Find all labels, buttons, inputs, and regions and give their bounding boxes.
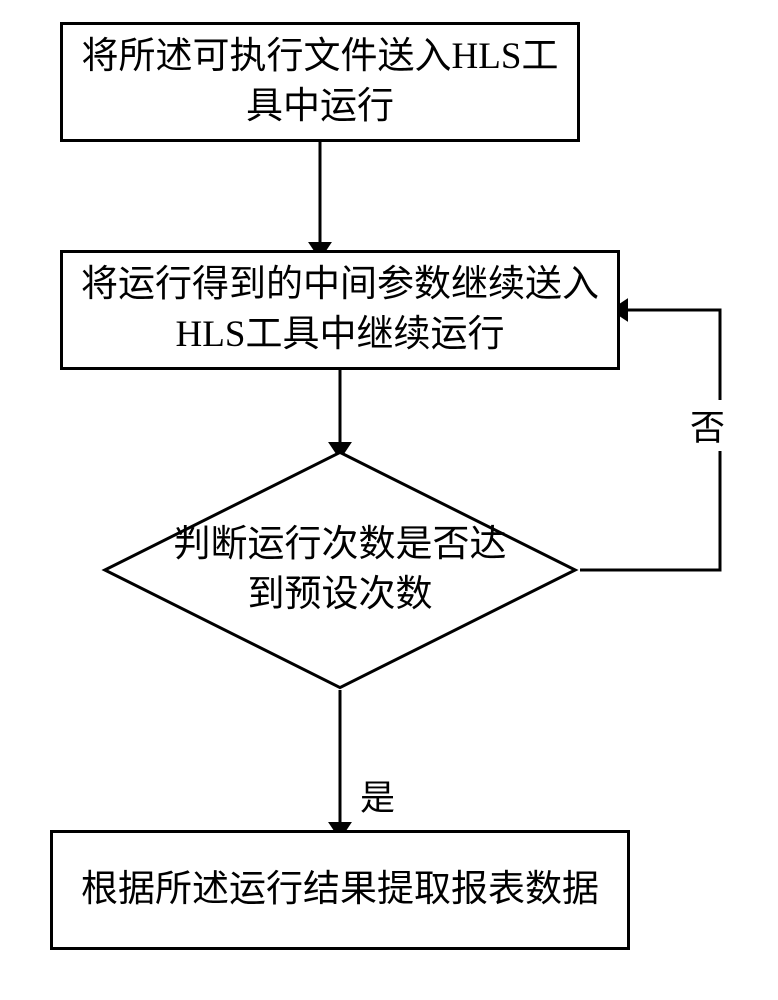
- process-step-1: 将所述可执行文件送入HLS工具中运行: [60, 22, 580, 142]
- process-step-1-text: 将所述可执行文件送入HLS工具中运行: [75, 32, 565, 132]
- process-step-3: 根据所述运行结果提取报表数据: [50, 830, 630, 950]
- process-step-2-text: 将运行得到的中间参数继续送入HLS工具中继续运行: [75, 260, 605, 360]
- edge-label-no: 否: [690, 400, 725, 451]
- process-step-2: 将运行得到的中间参数继续送入HLS工具中继续运行: [60, 250, 620, 370]
- decision-text: 判断运行次数是否达到预设次数: [170, 520, 510, 620]
- edge-label-yes-text: 是: [360, 779, 395, 818]
- process-step-3-text: 根据所述运行结果提取报表数据: [81, 865, 599, 915]
- decision-node: 判断运行次数是否达到预设次数: [100, 450, 580, 690]
- flowchart-canvas: 将所述可执行文件送入HLS工具中运行 将运行得到的中间参数继续送入HLS工具中继…: [0, 0, 778, 1000]
- edge-label-no-text: 否: [690, 409, 725, 448]
- edge-label-yes: 是: [360, 770, 395, 821]
